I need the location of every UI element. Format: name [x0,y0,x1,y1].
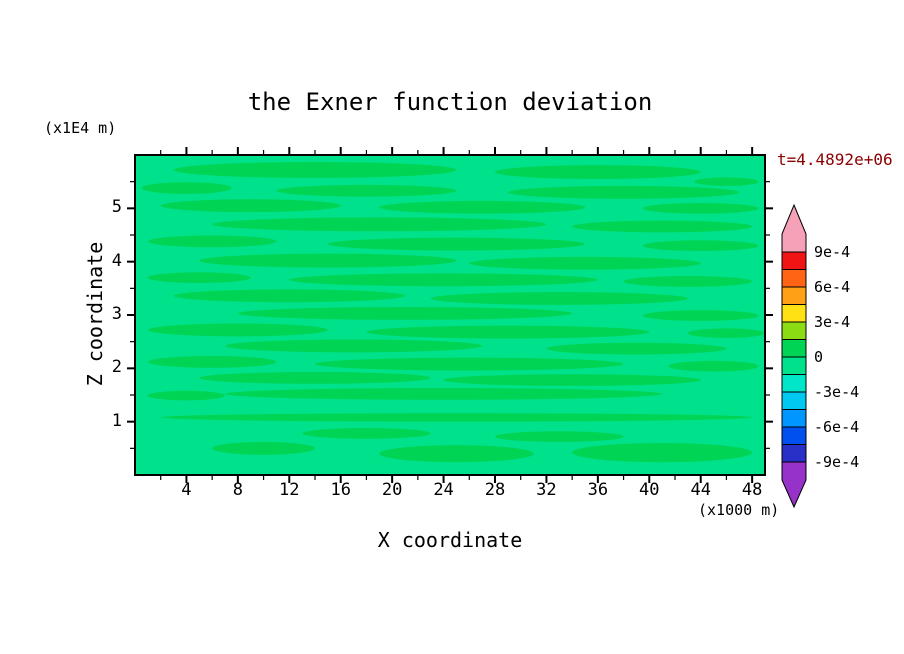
colorbar-box [781,426,807,445]
x-axis-label: X coordinate [377,528,523,552]
contour-streak [495,431,624,442]
contour-streak [642,203,759,214]
contour-streak [642,240,759,251]
contour-streak [225,339,483,353]
contour-streak [147,235,277,248]
contour-streak [147,356,277,368]
y-tick-label: 2 [111,357,122,378]
contour-streak [495,165,701,179]
contour-streak [430,292,688,305]
y-tick-label: 4 [111,250,122,271]
colorbar-tick-label: 3e-4 [814,313,851,331]
y-tick-label: 1 [111,410,122,431]
x-tick-label: 8 [232,480,243,500]
x-tick-label: 32 [536,480,557,500]
contour-streak [147,272,251,283]
colorbar-box [781,409,807,428]
plot-frame [134,154,766,476]
colorbar-box [781,251,807,270]
contour-streak [160,413,753,422]
contour-streak [173,289,405,303]
x-tick-label: 48 [741,480,763,500]
time-annotation: t=4.4892e+06 [777,150,893,169]
y-axis-unit: (x1E4 m) [44,119,117,137]
x-tick-label: 20 [381,480,403,500]
colorbar-box [781,286,807,305]
x-tick-label: 12 [279,480,300,500]
colorbar-arrow-down [781,461,807,509]
x-tick-label: 40 [639,480,660,500]
x-tick-label: 28 [484,480,506,500]
x-tick-label: 4 [181,480,192,500]
x-axis-unit: (x1000 m) [698,501,780,519]
y-tick-label: 3 [111,304,122,324]
contour-streak [199,372,431,384]
contour-streak [379,445,534,463]
colorbar-tick-label: -3e-4 [814,383,860,401]
colorbar-box [781,269,807,288]
colorbar-box [781,391,807,410]
contour-streak [302,428,431,439]
contour-streak [276,184,457,197]
contour-streak [546,342,727,355]
contour-streak [507,185,740,199]
x-tick-label: 24 [433,480,454,500]
colorbar-arrow-up [781,203,807,253]
contour-streak [572,443,753,463]
colorbar-tick-label: 6e-4 [814,278,851,296]
contour-streak [315,357,624,371]
x-tick-label: 44 [690,480,711,500]
contour-streak [379,200,585,214]
colorbar-box [781,444,807,463]
colorbar-box [781,374,807,393]
colorbar-tick-label: 0 [814,348,824,366]
contour-streak [237,307,573,320]
contour-streak [642,310,759,321]
contour-streak [212,217,547,232]
colorbar-box [781,356,807,375]
chart-title: the Exner function deviation [247,88,653,116]
contour-streak [289,273,598,287]
contour-streak [687,328,765,338]
contour-streak [212,441,315,455]
contour-streak [572,220,753,233]
colorbar-tick-label: 9e-4 [814,243,851,261]
contour-streak [173,161,457,178]
contour-streak [469,256,701,270]
contour-streak [141,182,232,194]
contour-streak [694,177,759,186]
contour-streak [623,276,753,287]
colorbar-tick-label: -9e-4 [814,453,860,471]
colorbar [781,203,807,509]
contour-streak [668,360,759,372]
contour-streak [160,199,341,213]
contour-streak [147,390,225,401]
colorbar-tick-label: -6e-4 [814,418,860,436]
colorbar-box [781,339,807,358]
contour-plot [127,147,773,483]
contour-streak [147,323,328,337]
y-tick-label: 5 [111,197,122,218]
contour-streak [327,237,585,251]
contour-streak [366,325,650,339]
colorbar-box [781,304,807,323]
contour-field [141,161,765,463]
x-tick-label: 16 [330,480,351,500]
contour-streak [199,253,457,268]
contour-streak [443,374,701,386]
contour-streak [225,388,663,400]
colorbar-box [781,321,807,340]
x-tick-label: 36 [587,480,609,500]
